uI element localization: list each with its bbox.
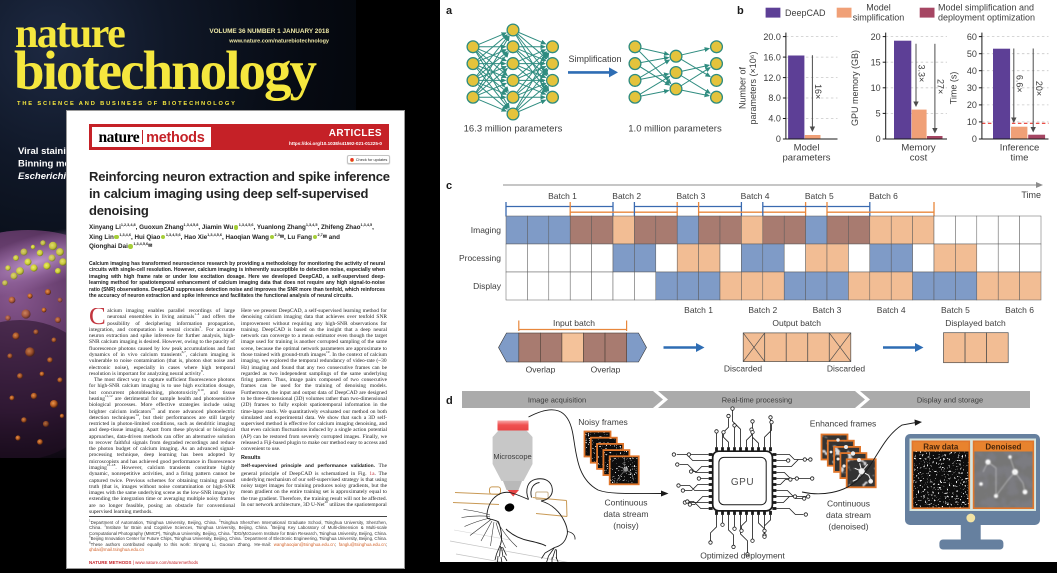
svg-text:data stream: data stream: [826, 510, 871, 520]
svg-text:6.6×: 6.6×: [1015, 75, 1025, 93]
svg-text:16×: 16×: [813, 84, 823, 99]
svg-text:DeepCAD: DeepCAD: [785, 8, 826, 18]
svg-text:Model simplification and: Model simplification and: [938, 3, 1034, 13]
svg-text:Displayed batch: Displayed batch: [945, 318, 1006, 328]
svg-text:nature: nature: [15, 11, 125, 57]
svg-text:Overlap: Overlap: [591, 365, 621, 375]
svg-text:THE SCIENCE AND BUSINESS OF BI: THE SCIENCE AND BUSINESS OF BIOTECHNOLOG…: [17, 101, 237, 107]
svg-text:GPU: GPU: [731, 477, 754, 488]
svg-text:Discarded: Discarded: [827, 364, 866, 374]
svg-text:0: 0: [972, 134, 977, 144]
svg-text:Output batch: Output batch: [772, 318, 821, 328]
svg-text:16.0: 16.0: [763, 52, 781, 62]
svg-text:Inference: Inference: [1000, 143, 1040, 154]
svg-text:20: 20: [871, 32, 881, 42]
svg-text:(denoised): (denoised): [828, 522, 868, 532]
svg-text:Model: Model: [794, 143, 820, 154]
svg-text:Time: Time: [1021, 190, 1041, 200]
svg-text:Real-time processing: Real-time processing: [722, 396, 792, 405]
svg-text:Image acquisition: Image acquisition: [528, 396, 586, 405]
svg-text:Batch 3: Batch 3: [813, 305, 842, 315]
svg-text:time: time: [1011, 153, 1029, 164]
svg-text:27×: 27×: [936, 79, 946, 94]
svg-text:0: 0: [776, 134, 781, 144]
svg-text:biotechnology: biotechnology: [14, 40, 316, 101]
svg-text:40: 40: [967, 66, 977, 76]
svg-text:20×: 20×: [1034, 81, 1044, 96]
svg-text:Continuous: Continuous: [604, 498, 647, 508]
svg-text:Number of: Number of: [738, 67, 748, 110]
svg-text:8.0: 8.0: [768, 93, 781, 103]
svg-text:50: 50: [967, 49, 977, 59]
svg-text:30: 30: [967, 83, 977, 93]
svg-text:16.3 million parameters: 16.3 million parameters: [464, 124, 563, 135]
svg-text:Overlap: Overlap: [526, 365, 556, 375]
svg-text:Escherichia co: Escherichia co: [18, 171, 85, 182]
svg-text:Viral staining: Viral staining: [18, 146, 78, 157]
svg-text:(noisy): (noisy): [613, 521, 639, 531]
svg-text:10: 10: [871, 83, 881, 93]
svg-text:Processing: Processing: [459, 253, 501, 263]
svg-text:Display: Display: [473, 281, 502, 291]
svg-text:20: 20: [967, 100, 977, 110]
svg-text:Discarded: Discarded: [724, 364, 763, 374]
svg-text:Imaging: Imaging: [471, 225, 502, 235]
svg-text:Microscope: Microscope: [493, 452, 531, 461]
svg-text:0: 0: [876, 134, 881, 144]
svg-text:Batch 3: Batch 3: [676, 191, 705, 201]
svg-text:a: a: [446, 5, 453, 17]
svg-text:Memory: Memory: [901, 143, 936, 154]
svg-text:Input batch: Input batch: [553, 318, 595, 328]
svg-text:10: 10: [967, 117, 977, 127]
svg-text:Display and storage: Display and storage: [917, 396, 983, 405]
svg-text:Batch 2: Batch 2: [748, 305, 777, 315]
svg-text:www.nature.com/naturebiotechno: www.nature.com/naturebiotechnology: [228, 39, 330, 45]
svg-text:4.0: 4.0: [768, 114, 781, 124]
svg-text:parameters (×10⁶): parameters (×10⁶): [748, 52, 758, 125]
svg-text:Batch 2: Batch 2: [612, 191, 641, 201]
svg-text:parameters: parameters: [782, 153, 830, 164]
svg-text:Batch 4: Batch 4: [741, 191, 770, 201]
svg-text:data stream: data stream: [604, 509, 649, 519]
svg-text:Enhanced frames: Enhanced frames: [810, 419, 877, 429]
svg-text:Noisy frames: Noisy frames: [578, 417, 628, 427]
svg-text:Continuous: Continuous: [827, 499, 870, 509]
svg-text:15: 15: [871, 57, 881, 67]
svg-text:Denoised: Denoised: [985, 442, 1021, 451]
svg-text:Batch 5: Batch 5: [941, 305, 970, 315]
svg-text:Model: Model: [866, 3, 891, 13]
svg-text:1.0 million parameters: 1.0 million parameters: [628, 124, 722, 135]
svg-text:Raw data: Raw data: [923, 442, 959, 451]
svg-text:Batch 1: Batch 1: [548, 191, 577, 201]
svg-text:Batch 4: Batch 4: [877, 305, 906, 315]
svg-text:Batch 1: Batch 1: [684, 305, 713, 315]
svg-text:Time (s): Time (s): [949, 72, 959, 105]
svg-text:60: 60: [967, 32, 977, 42]
svg-text:20.0: 20.0: [763, 32, 781, 42]
svg-text:c: c: [446, 180, 452, 192]
svg-text:12.0: 12.0: [763, 73, 781, 83]
svg-text:Optimized deployment: Optimized deployment: [700, 551, 785, 561]
svg-text:VOLUME 36 NUMBER 1 JANUARY 201: VOLUME 36 NUMBER 1 JANUARY 2018: [209, 28, 329, 35]
svg-text:cost: cost: [910, 153, 928, 164]
svg-text:3.3×: 3.3×: [917, 65, 927, 83]
svg-text:5: 5: [876, 109, 881, 119]
svg-text:Batch 6: Batch 6: [869, 191, 898, 201]
svg-text:d: d: [446, 395, 453, 407]
svg-text:Batch 5: Batch 5: [805, 191, 834, 201]
svg-text:Binning metag: Binning metag: [18, 159, 84, 170]
svg-text:simplification: simplification: [853, 13, 905, 23]
svg-text:deployment optimization: deployment optimization: [938, 13, 1035, 23]
svg-text:Batch 6: Batch 6: [1005, 305, 1034, 315]
svg-text:b: b: [737, 5, 744, 17]
svg-text:Simplification: Simplification: [568, 54, 621, 64]
svg-text:GPU memory (GB): GPU memory (GB): [850, 50, 860, 126]
